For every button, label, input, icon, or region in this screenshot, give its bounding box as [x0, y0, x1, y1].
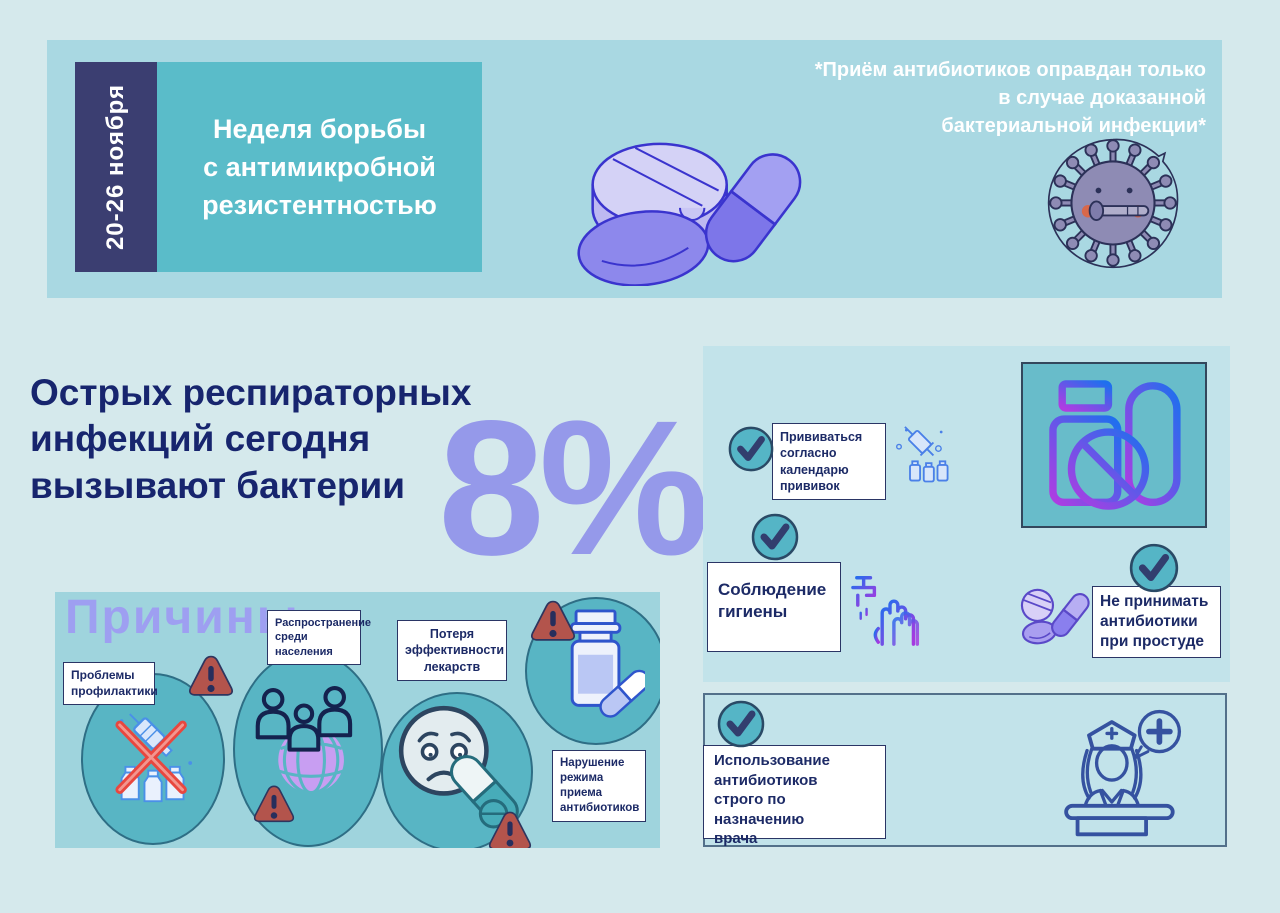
stat-value: 8% [438, 380, 709, 595]
no-antibiotics-sign-icon [1049, 380, 1181, 510]
causes-panel: Причины [55, 592, 660, 848]
warning-triangle-icon [253, 785, 295, 823]
stat-headline: Острых респираторных инфекций сегодня вы… [30, 372, 472, 506]
hand-washing-icon [851, 576, 927, 648]
recommendation-doctor-prescription: Использование антибиотиков строго по наз… [703, 745, 886, 847]
pill-bottle-icon [569, 609, 645, 718]
date-label: 20-26 ноября [102, 83, 130, 251]
recommendation-vaccination: Прививаться согласно календарю прививок [772, 423, 886, 500]
check-icon [727, 425, 775, 473]
microbe-illustration-icon [1047, 138, 1179, 269]
warning-triangle-icon [530, 600, 576, 641]
check-icon [716, 699, 766, 749]
disclaimer-note: *Приём антибиотиков оправдан только в сл… [814, 59, 1206, 137]
banner: 20-26 ноября Неделя борьбы с антимикробн… [47, 40, 1222, 298]
check-icon [750, 512, 800, 562]
banner-title: Неделя борьбы с антимикробной резистентн… [157, 62, 482, 272]
warning-triangle-icon [488, 811, 532, 848]
cause-label-prevention: Проблемы профилактики [63, 662, 158, 706]
cause-label-regimen: Нарушение режима приема антибиотиков [552, 750, 646, 822]
causes-title: Причины [65, 592, 300, 644]
nurse-icon [1064, 709, 1182, 837]
warning-triangle-icon [188, 655, 234, 696]
cause-label-effectiveness: Потеря эффективности лекарств [397, 620, 507, 681]
recommendation-hygiene: Соблюдение гигиены [707, 562, 841, 652]
crossed-syringe-icon [115, 713, 193, 803]
date-ribbon: 20-26 ноября [75, 62, 157, 272]
doctor-panel: Использование антибиотиков строго по наз… [703, 693, 1227, 847]
people-globe-icon [255, 686, 353, 795]
pills-icon [1020, 588, 1090, 645]
recommendation-no-cold-antibiotics: Не принимать антибиотики при простуде [1092, 586, 1221, 659]
syringe-vials-icon [896, 426, 949, 483]
pills-illustration-icon [577, 142, 802, 286]
cause-label-population: Распространение среди населения [267, 610, 371, 665]
recommendations-panel: Прививаться согласно календарю прививок [703, 346, 1230, 682]
no-antibiotics-card [1021, 362, 1207, 528]
check-icon [1128, 542, 1180, 594]
